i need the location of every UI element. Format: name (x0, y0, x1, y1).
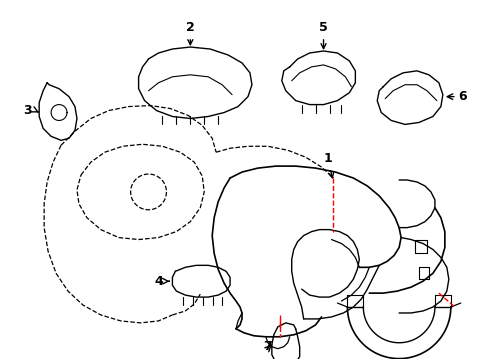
Text: 6: 6 (458, 90, 466, 103)
Text: 4: 4 (154, 275, 163, 288)
Text: 7: 7 (263, 340, 272, 353)
Text: 1: 1 (323, 152, 333, 178)
Text: 2: 2 (185, 21, 194, 45)
Text: 3: 3 (23, 104, 32, 117)
Text: 5: 5 (319, 21, 327, 49)
